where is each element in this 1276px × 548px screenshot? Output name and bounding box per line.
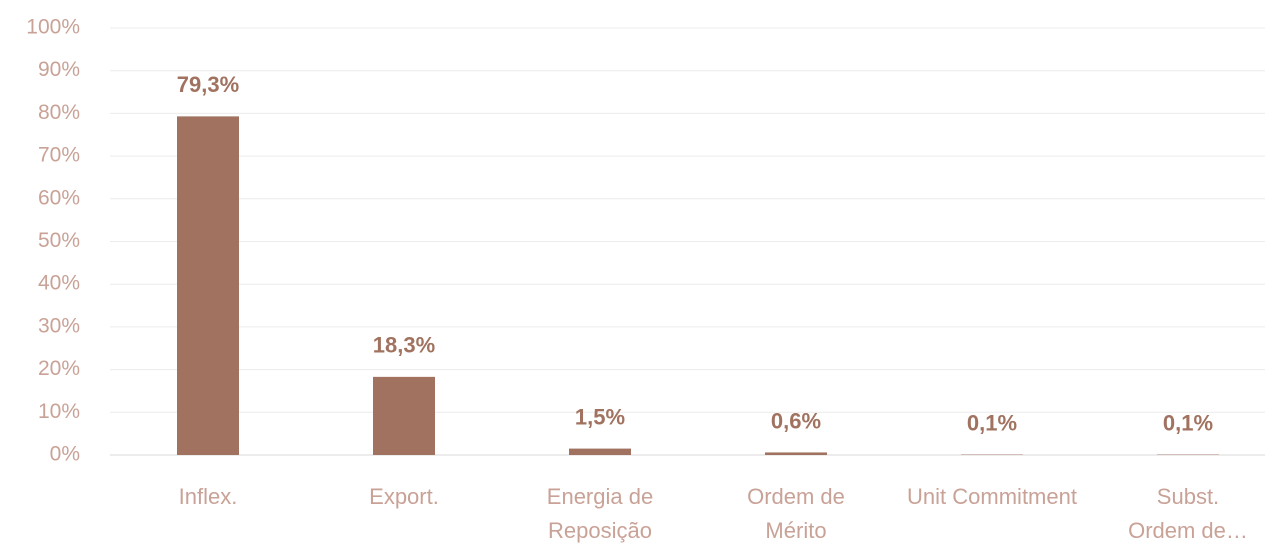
y-tick-label: 30% bbox=[38, 314, 80, 337]
bar bbox=[373, 377, 435, 455]
data-label: 79,3% bbox=[177, 72, 239, 97]
x-tick-label: Inflex. bbox=[179, 480, 238, 514]
y-tick-label: 0% bbox=[50, 443, 80, 466]
y-tick-label: 50% bbox=[38, 229, 80, 252]
y-tick-label: 80% bbox=[38, 101, 80, 124]
y-tick-label: 100% bbox=[26, 16, 80, 39]
x-tick-label: Export. bbox=[369, 480, 439, 514]
y-tick-label: 20% bbox=[38, 357, 80, 380]
bar bbox=[569, 449, 631, 455]
y-tick-label: 40% bbox=[38, 272, 80, 295]
data-label: 0,1% bbox=[1163, 410, 1213, 435]
bar bbox=[177, 116, 239, 455]
data-label: 18,3% bbox=[373, 333, 435, 358]
y-tick-label: 70% bbox=[38, 144, 80, 167]
y-tick-label: 60% bbox=[38, 186, 80, 209]
y-tick-label: 90% bbox=[38, 58, 80, 81]
x-tick-label: Unit Commitment bbox=[907, 480, 1077, 514]
data-label: 0,6% bbox=[771, 408, 821, 433]
x-tick-label: Ordem de Mérito bbox=[747, 480, 845, 548]
bar bbox=[765, 452, 827, 455]
x-tick-label: Subst. Ordem de… bbox=[1128, 480, 1248, 548]
x-tick-label: Energia de Reposição bbox=[547, 480, 653, 548]
data-label: 0,1% bbox=[967, 410, 1017, 435]
y-tick-label: 10% bbox=[38, 400, 80, 423]
data-label: 1,5% bbox=[575, 404, 625, 429]
